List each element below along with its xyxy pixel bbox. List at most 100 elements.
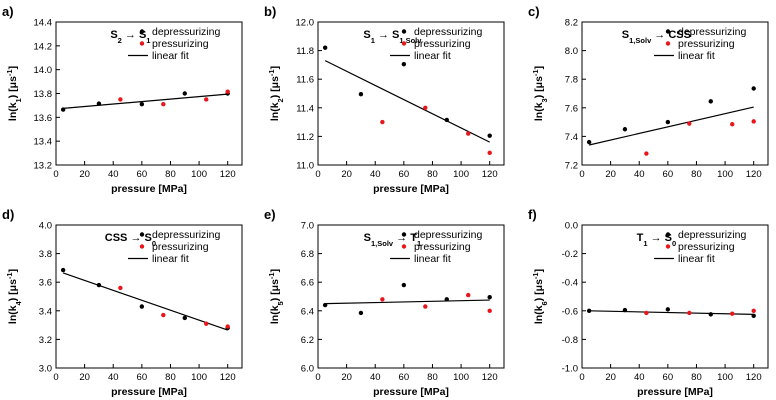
x-tick-label: 60: [663, 169, 674, 180]
x-tick-label: 60: [663, 372, 674, 383]
point-pressurizing: [730, 122, 735, 127]
panel-a: a) S2 → S1 0 20 40 60 80 100 120 13.2 13.4 13.6 13.8…: [2, 4, 243, 195]
legend-label: pressurizing: [678, 241, 735, 253]
point-pressurizing: [380, 297, 385, 302]
point-pressurizing: [423, 304, 428, 309]
legend-label: depressurizing: [152, 26, 220, 38]
point-depressurizing: [401, 282, 407, 288]
x-tick-label: 20: [341, 169, 352, 180]
y-tick-label: -0.4: [562, 278, 578, 289]
point-depressurizing: [401, 61, 407, 67]
x-tick-label: 120: [220, 372, 236, 383]
panel-label: b): [264, 4, 276, 19]
point-depressurizing: [60, 107, 66, 112]
point-depressurizing: [358, 92, 364, 97]
x-tick-label: 40: [108, 372, 119, 383]
x-tick-label: 120: [482, 169, 498, 180]
x-tick-label: 80: [165, 169, 176, 180]
x-tick-label: 100: [191, 372, 207, 383]
legend-label: linear fit: [152, 50, 189, 62]
x-tick-label: 20: [605, 372, 616, 383]
legend-label: linear fit: [414, 253, 451, 265]
x-tick-label: 60: [399, 372, 410, 383]
x-tick-label: 40: [634, 169, 645, 180]
y-tick-label: 3.8: [39, 249, 52, 260]
point-pressurizing: [161, 102, 166, 107]
x-tick-label: 0: [579, 372, 584, 383]
legend-marker: [665, 232, 671, 237]
y-axis-title: ln(k2) [μs-1]: [267, 66, 285, 121]
y-axis-title: ln(k1) [μs-1]: [5, 66, 23, 121]
point-pressurizing: [380, 119, 385, 125]
panel-label: a): [2, 4, 14, 19]
x-tick-label: 40: [634, 372, 645, 383]
legend-label: linear fit: [414, 50, 451, 62]
y-tick-label: 11.2: [296, 132, 314, 143]
point-depressurizing: [96, 282, 102, 288]
point-depressurizing: [586, 139, 592, 145]
x-tick-label: 40: [108, 169, 119, 180]
plot-frame: [581, 21, 769, 166]
y-tick-label: 3.4: [39, 306, 52, 317]
y-tick-label: 3.6: [39, 278, 52, 289]
point-pressurizing: [687, 121, 692, 126]
y-tick-label: 14.4: [34, 18, 53, 29]
legend-marker: [139, 232, 145, 237]
x-tick-label: 120: [746, 372, 762, 383]
y-tick-label: 3.0: [39, 364, 52, 375]
y-tick-label: 0.0: [565, 221, 578, 232]
legend-label: depressurizing: [414, 26, 482, 38]
panel-title: S1,Solv → CSS: [622, 29, 691, 45]
x-tick-label: 40: [370, 169, 381, 180]
y-tick-label: 14.0: [34, 65, 53, 76]
legend-label: pressurizing: [152, 38, 209, 50]
linear-fit-line: [324, 60, 490, 143]
point-pressurizing: [466, 292, 471, 298]
y-tick-label: 7.2: [565, 161, 578, 172]
point-depressurizing: [487, 133, 492, 138]
legend-marker: [401, 29, 407, 34]
legend-marker: [665, 244, 671, 249]
legend-label: depressurizing: [152, 229, 220, 241]
point-depressurizing: [322, 45, 328, 50]
linear-fit-line: [62, 272, 228, 331]
legend-label: pressurizing: [414, 241, 471, 253]
legend-label: linear fit: [152, 253, 189, 265]
x-axis-title: pressure [MPa]: [373, 183, 449, 195]
point-pressurizing: [644, 151, 649, 156]
legend-marker: [665, 41, 671, 46]
point-pressurizing: [225, 324, 230, 329]
y-tick-label: 6.6: [301, 278, 314, 289]
y-tick-label: -0.2: [562, 249, 578, 260]
x-tick-label: 0: [53, 169, 58, 180]
x-axis-title: pressure [MPa]: [373, 386, 449, 398]
point-depressurizing: [751, 86, 756, 91]
point-pressurizing: [204, 97, 209, 102]
y-axis-title: ln(k6) [μs-1]: [531, 269, 549, 324]
y-tick-label: 11.6: [296, 75, 314, 86]
x-tick-label: 0: [315, 169, 320, 180]
legend-marker: [665, 29, 671, 34]
y-tick-label: 7.0: [301, 221, 314, 232]
panel-d: d) CSS → S0 0 20 40 60 80 100 120 3.0 3.2 3.4 3.6 3.8…: [2, 207, 243, 398]
point-depressurizing: [708, 99, 713, 104]
point-depressurizing: [708, 312, 713, 317]
legend-marker: [139, 29, 145, 34]
x-tick-label: 20: [79, 169, 90, 180]
point-depressurizing: [444, 297, 449, 302]
panel-title: S1 → S1,Solv: [363, 29, 422, 45]
plot-frame: [317, 224, 505, 369]
point-pressurizing: [687, 310, 692, 316]
point-pressurizing: [423, 105, 428, 111]
point-pressurizing: [487, 308, 492, 313]
legend-marker: [139, 244, 145, 249]
y-tick-label: 11.0: [296, 161, 314, 172]
legend-label: linear fit: [678, 253, 715, 265]
panel-title: CSS → S0: [105, 232, 156, 248]
y-tick-label: -0.8: [562, 335, 578, 346]
x-tick-label: 0: [315, 372, 320, 383]
point-pressurizing: [487, 150, 492, 156]
